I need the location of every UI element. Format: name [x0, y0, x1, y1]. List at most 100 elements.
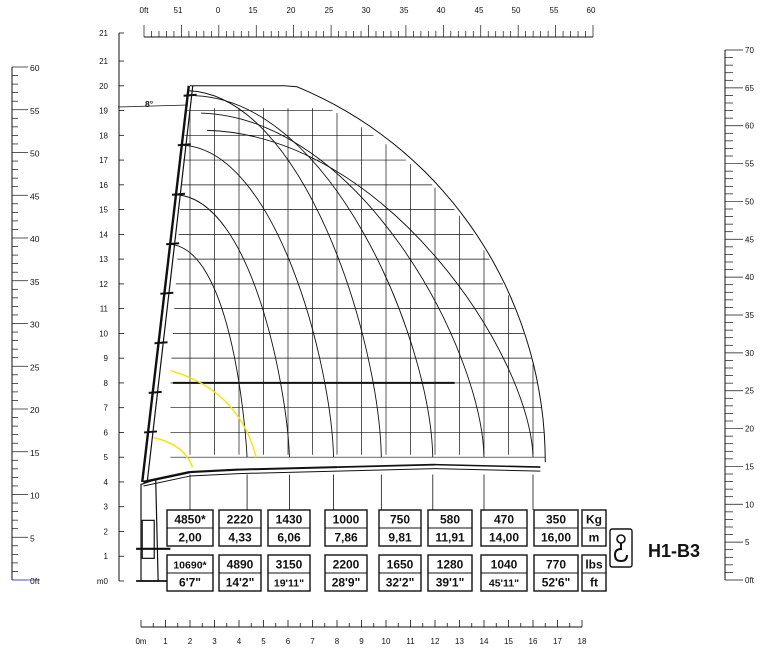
imperial-radius: 19'11"	[274, 578, 304, 590]
left-m-tick-label: 8	[104, 379, 109, 388]
bottom-tick-label: 15	[504, 637, 513, 646]
imperial-radius: 32'2"	[386, 576, 415, 590]
left-m-tick-label: 7	[104, 404, 109, 413]
imperial-radius: 6'7"	[179, 576, 201, 590]
right-ft-tick-label: 20	[745, 425, 754, 434]
bottom-tick-label: 13	[455, 637, 464, 646]
left-ft-tick-label: 0ft	[30, 576, 40, 586]
metric-load: 580	[440, 513, 460, 527]
top-tick-label: 30	[362, 6, 371, 15]
right-ft-ruler: 0ft 5 10 15 20 25 30 35 40 45 50 55 60 65 70	[724, 46, 755, 585]
left-ft-tick-label: 10	[30, 491, 40, 501]
imperial-load: 10690*	[173, 560, 207, 572]
metric-unit-bottom: m	[589, 531, 600, 545]
bottom-tick-label: 6	[286, 637, 291, 646]
left-m-tick-label: 16	[99, 181, 108, 190]
imperial-load: 3150	[276, 558, 303, 572]
right-ft-tick-label: 45	[745, 235, 754, 244]
imperial-unit-bottom: ft	[590, 576, 598, 590]
imperial-radius: 52'6"	[542, 576, 571, 590]
left-ft-tick-label: 55	[30, 106, 40, 116]
bottom-tick-label: 12	[431, 637, 440, 646]
right-ft-tick-label: 65	[745, 84, 754, 93]
metric-radius: 2,00	[178, 531, 202, 545]
right-ft-tick-label: 35	[745, 311, 754, 320]
metric-load-table: 4850* 2,00 2220 4,33 1430 6,06 1000 7,86 750 9,81…	[166, 509, 607, 547]
top-tick-label: 15	[249, 6, 258, 15]
left-m-tick-label: 15	[99, 206, 108, 215]
right-ft-tick-label: 40	[745, 273, 754, 282]
left-ft-tick-label: 20	[30, 405, 40, 415]
left-m-tick-label: 6	[104, 428, 109, 437]
horizontal-boom-extension	[143, 463, 541, 510]
metric-radius: 11,91	[435, 531, 465, 545]
top-tick-label: 35	[400, 6, 409, 15]
bottom-tick-label: 16	[529, 637, 538, 646]
top-tick-label: 0	[216, 6, 221, 15]
top-ft-ruler: 0ft 51 0 15 20 25 30 35 40 45 50 55 60	[140, 6, 596, 38]
left-ft-ruler: 0ft 5 10 15 20 25 30 35 40 45 50 55 60	[11, 63, 40, 586]
metric-load: 2220	[227, 513, 254, 527]
crane-hook-icon	[609, 528, 633, 568]
imperial-load: 1280	[437, 558, 464, 572]
top-tick-label: 51	[174, 6, 183, 15]
left-m-tick-label: 19	[99, 107, 108, 116]
bottom-tick-label: 17	[553, 637, 562, 646]
right-ft-tick-label: 25	[745, 387, 754, 396]
left-ft-tick-label: 30	[30, 320, 40, 330]
left-ft-tick-label: 15	[30, 448, 40, 458]
left-ft-tick-label: 60	[30, 63, 40, 73]
right-ft-tick-label: 60	[745, 122, 754, 131]
top-tick-label: 55	[550, 6, 559, 15]
left-m-tick-label: 10	[99, 329, 108, 338]
left-m-tick-label: 18	[99, 131, 108, 140]
metric-radius: 16,00	[541, 531, 571, 545]
bottom-tick-label: 1	[163, 637, 168, 646]
right-ft-tick-label: 5	[745, 538, 750, 547]
imperial-unit-top: lbs	[585, 558, 603, 572]
imperial-load: 770	[546, 558, 566, 572]
right-ft-tick-label: 70	[745, 46, 754, 55]
left-ft-tick-label: 50	[30, 149, 40, 159]
top-tick-label: 50	[512, 6, 521, 15]
left-m-tick-label: 9	[104, 354, 109, 363]
imperial-radius: 39'1"	[436, 576, 465, 590]
left-m-tick-label: 4	[104, 478, 109, 487]
top-tick-label: 25	[325, 6, 334, 15]
left-m-tick-label: 3	[104, 503, 109, 512]
left-m-tick-label: 14	[99, 230, 108, 239]
metric-load: 750	[390, 513, 410, 527]
left-m-tick-label: 13	[99, 255, 108, 264]
metric-radius: 9,81	[388, 531, 412, 545]
imperial-load-table: 10690* 6'7" 4890 14'2" 3150 19'11" 2200 28'9" 16…	[166, 554, 607, 592]
right-ft-tick-label: 30	[745, 349, 754, 358]
imperial-load: 1650	[387, 558, 414, 572]
metric-load: 350	[546, 513, 566, 527]
metric-load: 4850*	[174, 513, 206, 527]
left-m-tick-label: 21	[99, 29, 108, 38]
left-m-tick-label: 17	[99, 156, 108, 165]
left-m-tick-label: 5	[104, 453, 109, 462]
metric-radius: 7,86	[334, 531, 358, 545]
load-curves	[153, 90, 534, 468]
bottom-tick-label: 5	[261, 637, 266, 646]
bottom-tick-label: 3	[212, 637, 217, 646]
load-grid	[170, 85, 546, 463]
bottom-tick-label: 18	[578, 637, 587, 646]
left-ft-tick-label: 35	[30, 277, 40, 287]
crane-boom	[136, 85, 197, 582]
angle-line	[117, 104, 189, 108]
bottom-tick-label: 10	[382, 637, 391, 646]
right-ft-tick-label: 10	[745, 500, 754, 509]
left-m-tick-label: 2	[104, 527, 109, 536]
metric-load: 470	[494, 513, 514, 527]
right-ft-tick-label: 0ft	[745, 576, 755, 585]
right-ft-tick-label: 55	[745, 160, 754, 169]
metric-load: 1000	[333, 513, 360, 527]
left-m-tick-label: m0	[97, 577, 109, 586]
left-ft-tick-label: 25	[30, 362, 40, 372]
top-tick-label: 40	[437, 6, 446, 15]
top-tick-label: 0ft	[140, 6, 150, 15]
